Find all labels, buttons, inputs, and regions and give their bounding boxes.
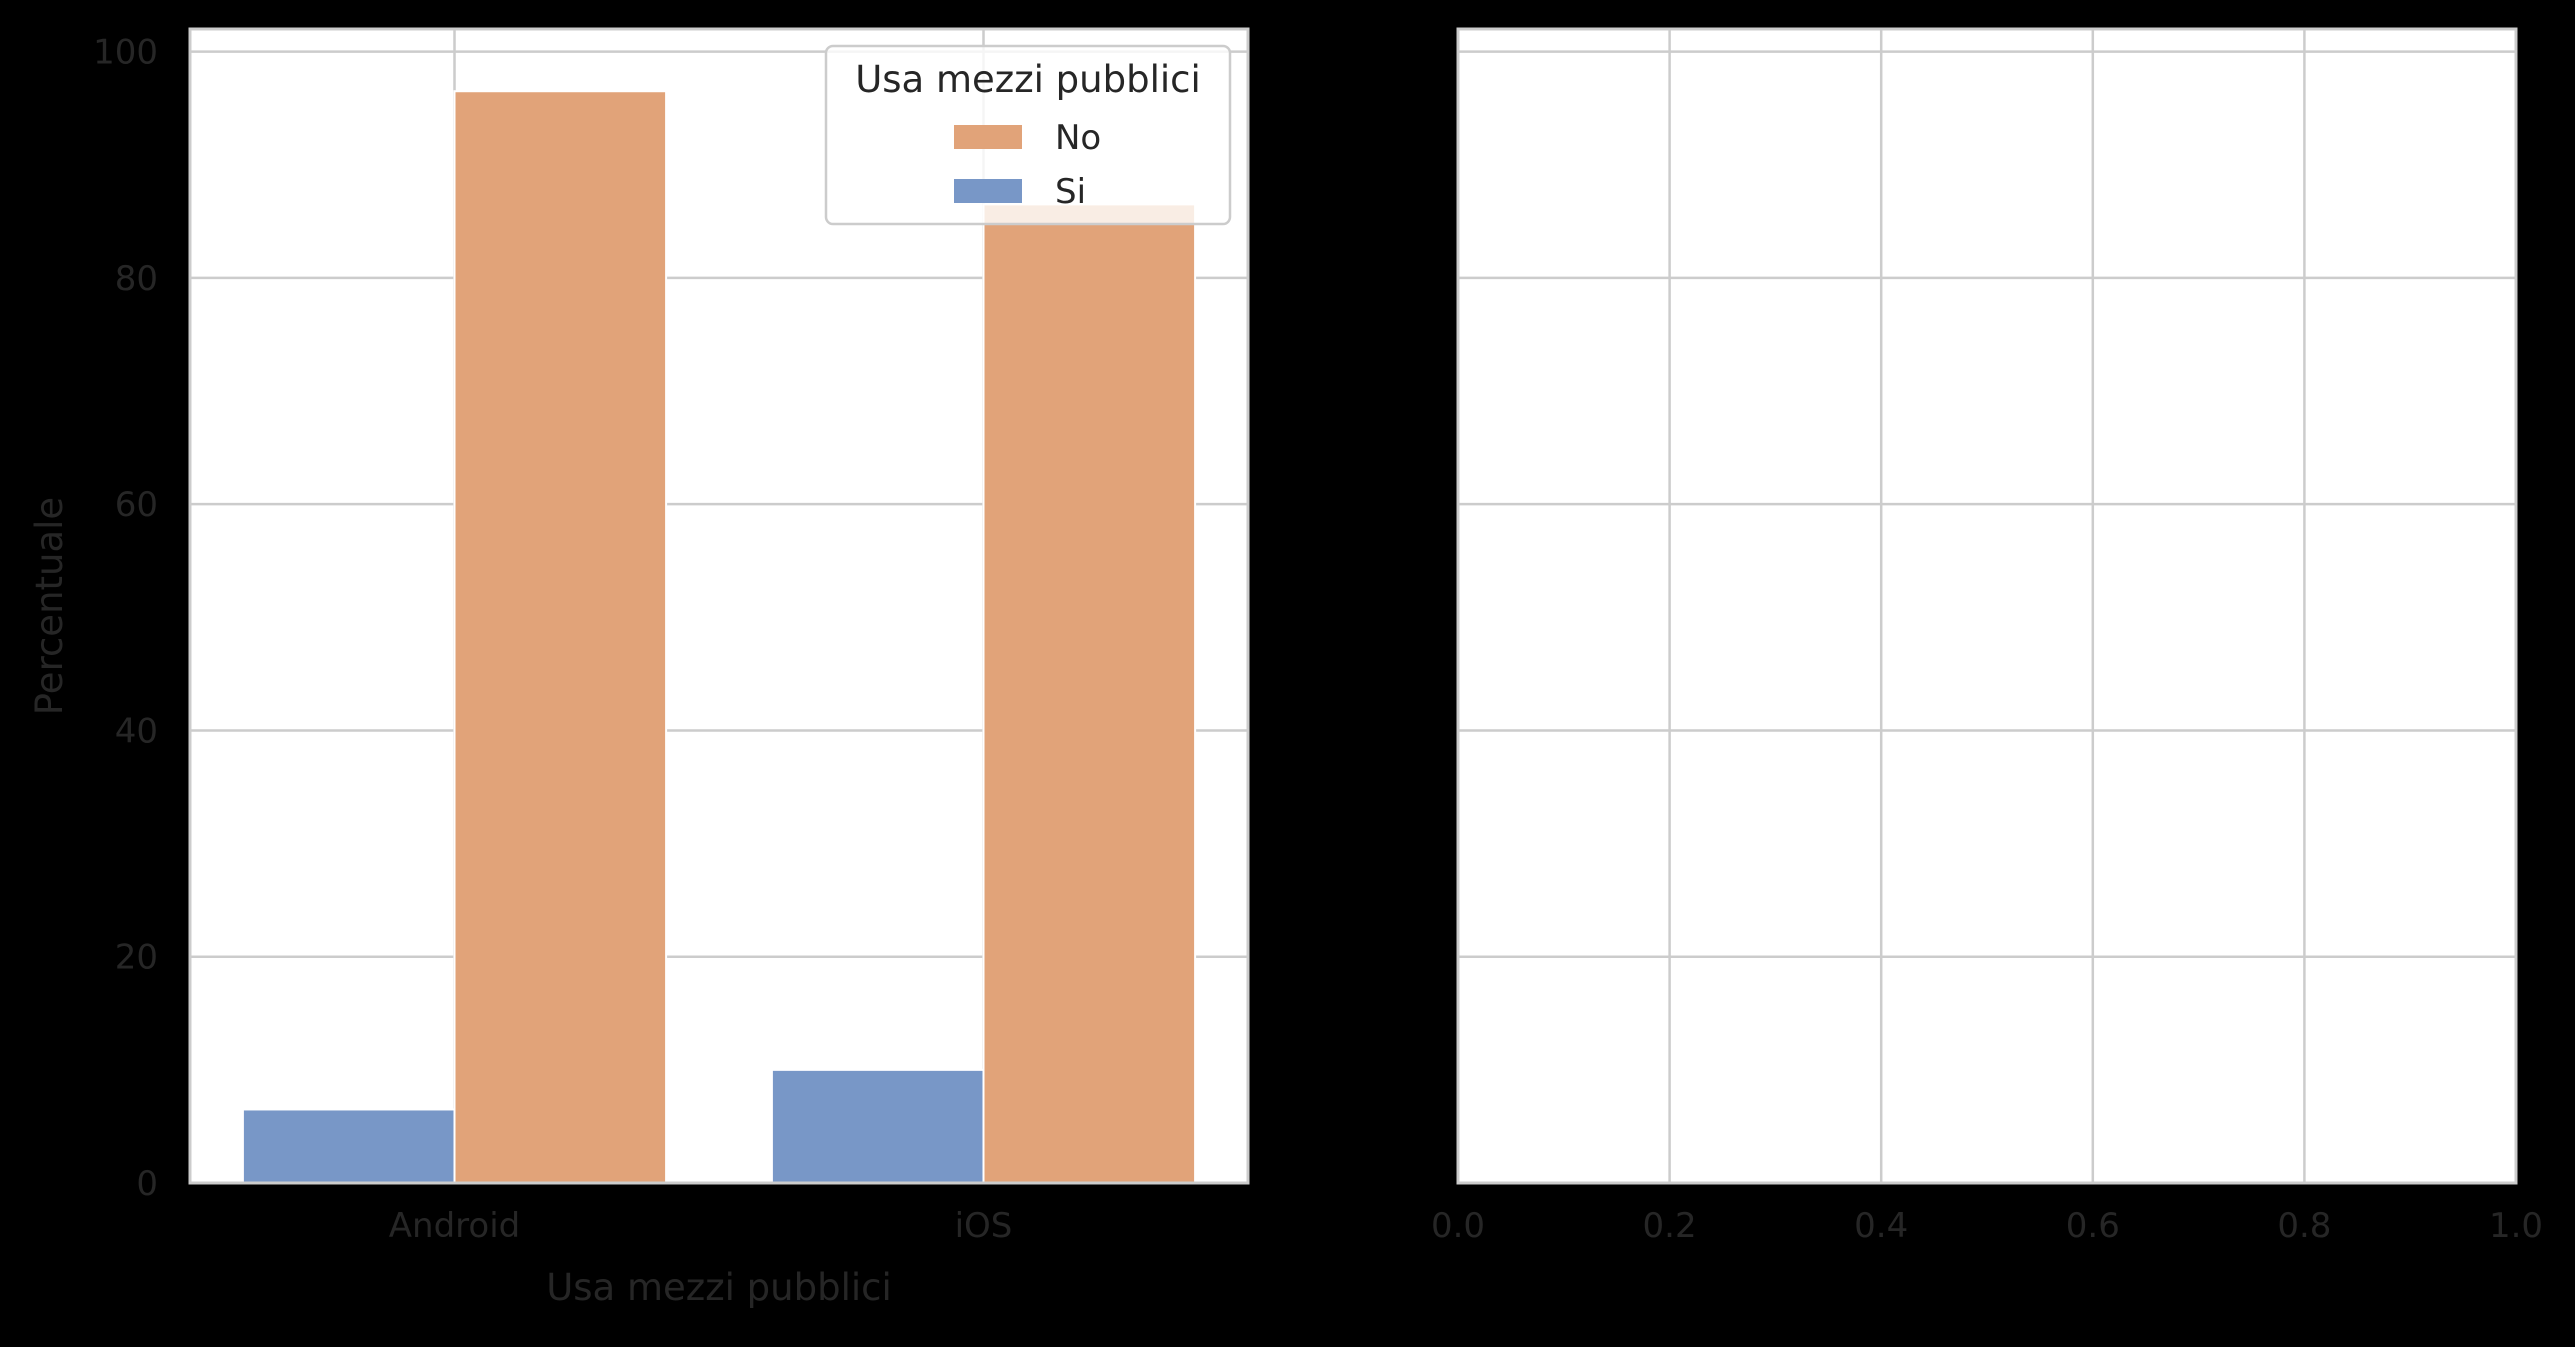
bar-no-ios <box>982 203 1197 1185</box>
x-tick-label: 0.4 <box>1854 1206 1908 1246</box>
axes-right-background <box>1458 29 2516 1183</box>
bar-si-ios <box>770 1068 985 1185</box>
y-tick-label: 0 <box>136 1164 158 1204</box>
axes-left-frame <box>188 27 1250 1185</box>
y-tick-label: 80 <box>115 259 158 299</box>
x-tick-label: 0.0 <box>1431 1206 1485 1246</box>
x-tick-label: iOS <box>955 1206 1013 1246</box>
x-tick-label: 0.8 <box>2277 1206 2331 1246</box>
axes-left-ytick-labels: 0 20 40 60 80 100 <box>93 33 158 1204</box>
axes-left-bars <box>241 90 1197 1185</box>
bar-no-android <box>453 90 668 1185</box>
x-axis-label: Usa mezzi pubblici <box>546 1266 892 1309</box>
legend: Usa mezzi pubblici No Si <box>824 44 1232 226</box>
axes-left-xtick-labels: Android iOS <box>389 1206 1013 1246</box>
legend-title: Usa mezzi pubblici <box>855 58 1201 101</box>
x-tick-label: 1.0 <box>2489 1206 2543 1246</box>
legend-swatch-no <box>954 125 1022 149</box>
x-tick-label: 0.2 <box>1643 1206 1697 1246</box>
y-axis-label: Percentuale <box>28 497 71 715</box>
axes-right: 0.0 0.2 0.4 0.6 0.8 1.0 <box>1431 27 2543 1246</box>
legend-swatch-si <box>954 179 1022 203</box>
legend-box <box>824 44 1232 226</box>
y-tick-label: 40 <box>115 711 158 751</box>
y-tick-label: 100 <box>93 33 158 73</box>
axes-right-xtick-labels: 0.0 0.2 0.4 0.6 0.8 1.0 <box>1431 1206 2543 1246</box>
x-tick-label: Android <box>389 1206 520 1246</box>
legend-label-si: Si <box>1055 172 1086 212</box>
x-tick-label: 0.6 <box>2066 1206 2120 1246</box>
y-tick-label: 60 <box>115 485 158 525</box>
axes-right-frame <box>1456 27 2518 1185</box>
legend-label-no: No <box>1055 118 1101 158</box>
bar-si-android <box>241 1108 456 1185</box>
axes-left: 0 20 40 60 80 100 Android iOS Usa mezzi pubbli… <box>28 27 1250 1309</box>
y-tick-label: 20 <box>115 938 158 978</box>
